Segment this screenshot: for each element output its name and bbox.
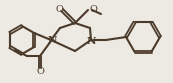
Text: O: O [36,66,44,76]
Text: N: N [86,37,96,45]
Text: O: O [55,4,63,14]
Text: N: N [47,36,57,44]
Text: O: O [89,4,97,14]
